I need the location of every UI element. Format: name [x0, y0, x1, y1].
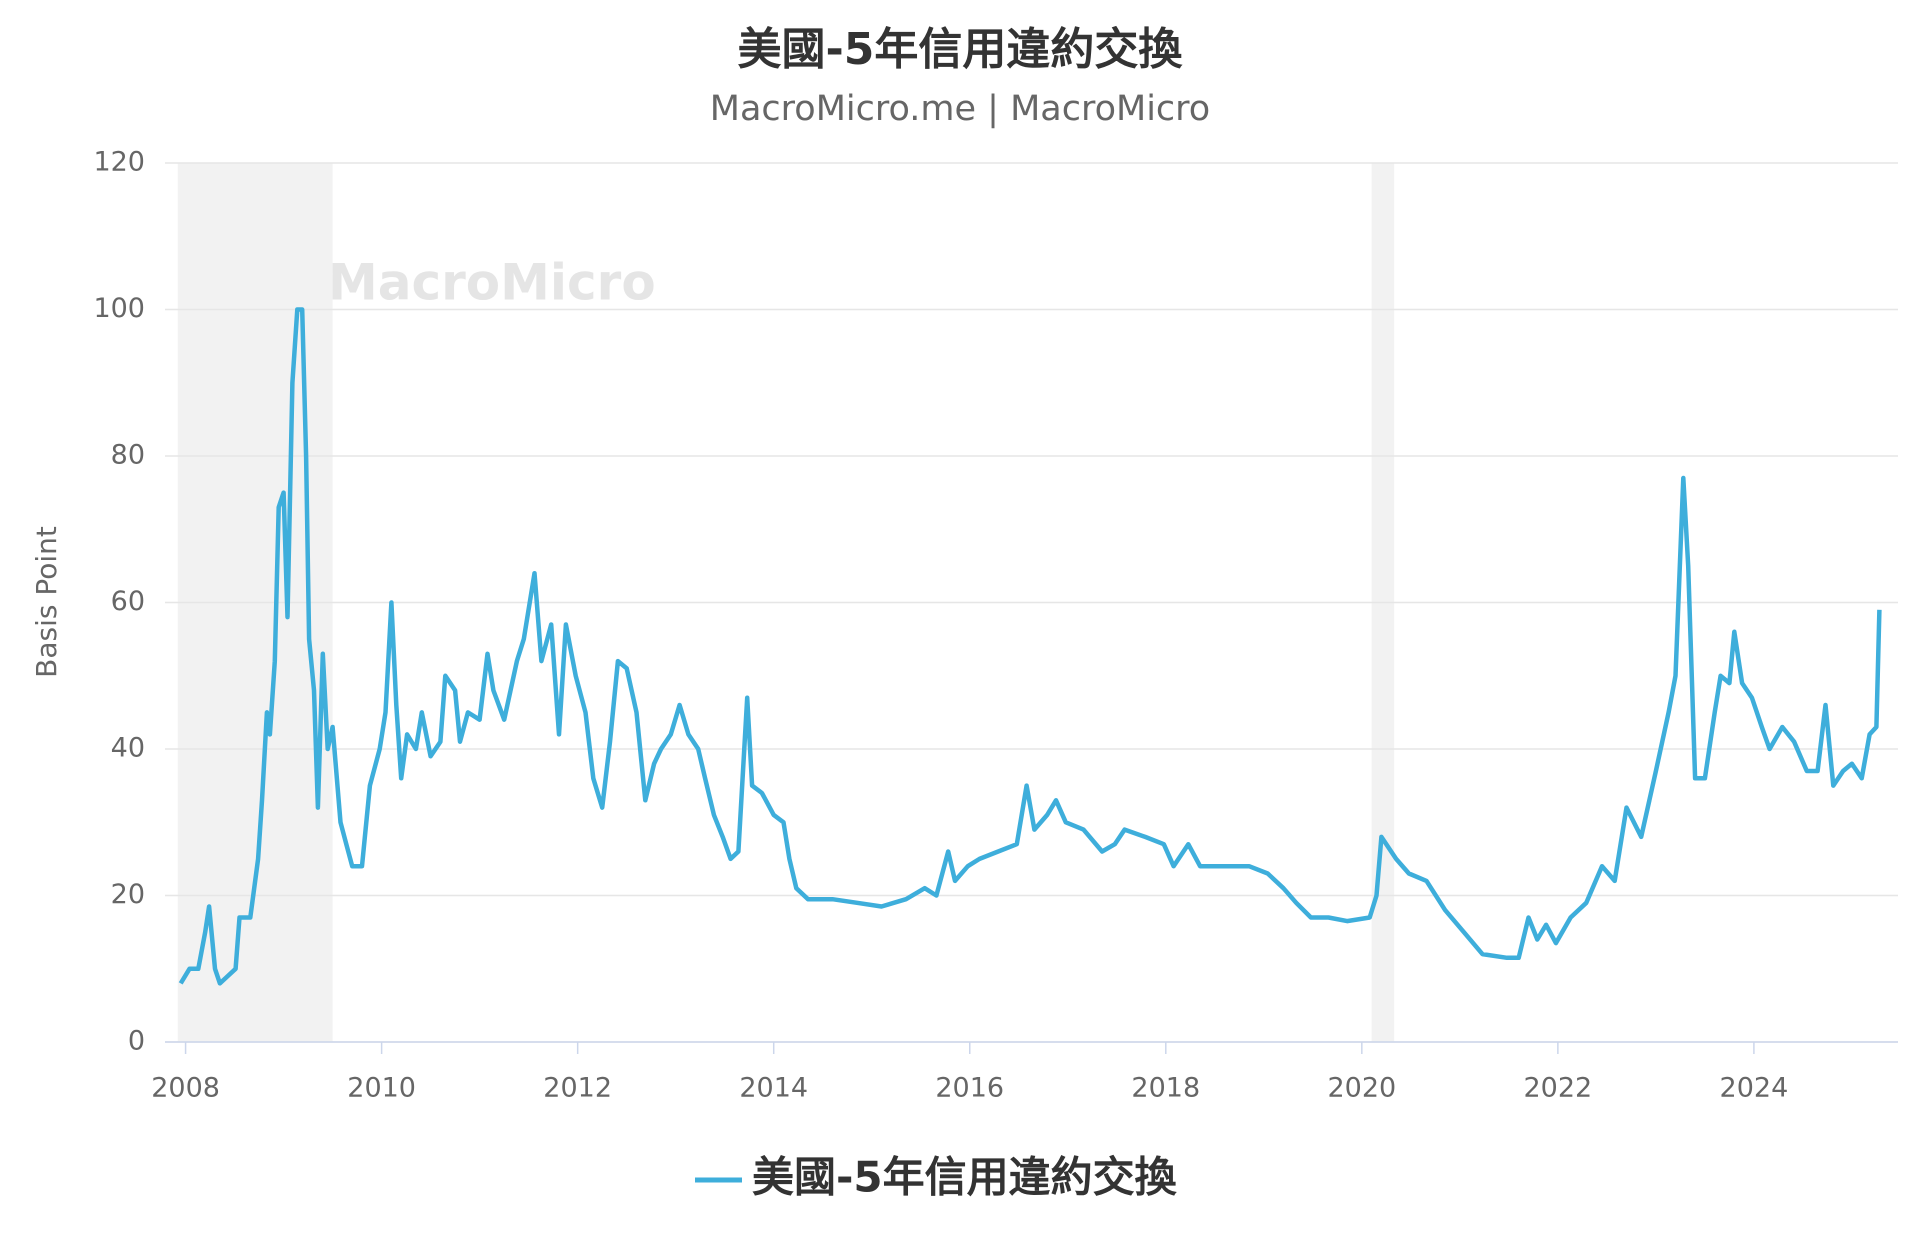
y-tick-label: 80	[111, 440, 145, 471]
x-tick-label: 2018	[1131, 1073, 1200, 1104]
x-tick-label: 2016	[935, 1073, 1004, 1104]
x-tick-label: 2022	[1524, 1073, 1593, 1104]
x-tick-label: 2012	[543, 1073, 612, 1104]
x-tick-label: 2010	[347, 1073, 416, 1104]
data-line	[178, 307, 1882, 986]
y-tick-label: 40	[111, 733, 145, 764]
x-tick-label: 2008	[151, 1073, 220, 1104]
chart-title: 美國-5年信用違約交換	[738, 24, 1184, 75]
y-tick-label: 120	[93, 147, 145, 178]
y-tick-label: 0	[128, 1026, 145, 1057]
chart-subtitle: MacroMicro.me | MacroMicro	[710, 89, 1210, 129]
x-tick-label: 2020	[1327, 1073, 1396, 1104]
watermark-text: MacroMicro	[328, 254, 656, 312]
x-tick-label: 2024	[1720, 1073, 1789, 1104]
legend-item: 美國-5年信用違約交換	[695, 1153, 1178, 1202]
y-tick-label: 100	[93, 293, 145, 324]
legend-label: 美國-5年信用違約交換	[752, 1153, 1178, 1202]
x-tick-label: 2014	[739, 1073, 808, 1104]
y-tick-label: 60	[111, 586, 145, 617]
y-tick-label: 20	[111, 879, 145, 910]
y-axis-label: Basis Point	[30, 526, 63, 678]
